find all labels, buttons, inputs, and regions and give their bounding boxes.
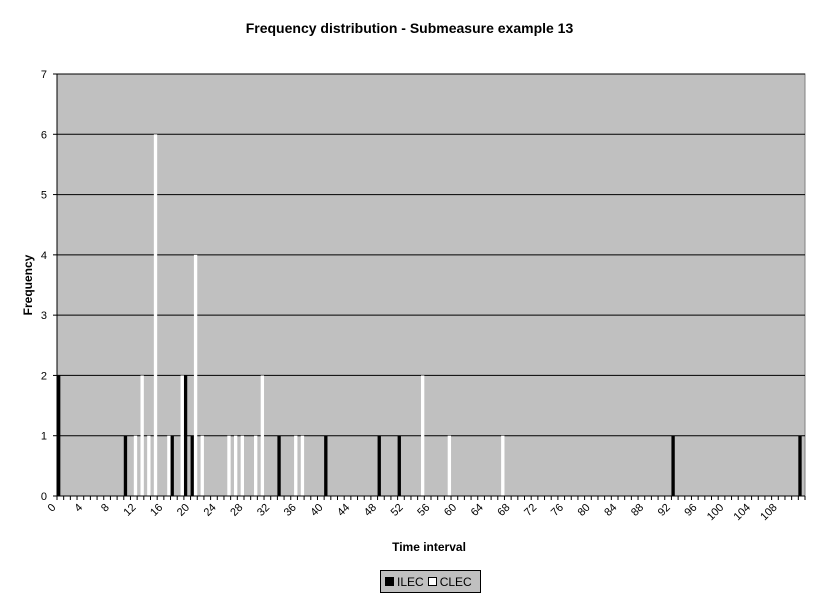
bar-clec	[294, 435, 298, 496]
bar-ilec	[377, 435, 381, 496]
y-tick-label: 5	[41, 190, 47, 202]
x-tick-label: 16	[148, 502, 165, 519]
bar-clec	[447, 435, 452, 496]
bar-clec	[501, 435, 505, 496]
bar-clec	[300, 435, 305, 496]
legend-item-ilec: ILEC	[385, 575, 424, 589]
bar-clec	[153, 134, 158, 497]
x-tick-label: 52	[389, 502, 406, 519]
bar-ilec	[397, 435, 401, 496]
x-tick-label: 84	[602, 502, 619, 519]
x-tick-label: 100	[705, 502, 726, 523]
bar-clec	[133, 435, 138, 496]
x-tick-label: 108	[758, 502, 779, 523]
x-tick-label: 40	[308, 502, 325, 519]
bar-ilec	[170, 435, 174, 496]
legend-label-ilec: ILEC	[397, 574, 424, 589]
bar-ilec	[183, 375, 188, 496]
bar-ilec	[277, 435, 281, 496]
x-tick-label: 12	[121, 502, 138, 519]
x-tick-label: 48	[362, 502, 379, 519]
chart-title: Frequency distribution - Submeasure exam…	[245, 20, 574, 36]
bar-clec	[420, 375, 425, 496]
x-tick-label: 64	[469, 502, 486, 519]
x-tick-label: 32	[255, 502, 272, 519]
x-tick-label: 8	[99, 502, 112, 515]
x-tick-label: 104	[732, 502, 753, 523]
bar-clec	[254, 435, 258, 496]
x-tick-label: 4	[72, 502, 85, 515]
bar-clec	[233, 435, 238, 496]
x-tick-label: 76	[549, 502, 566, 519]
bar-ilec	[324, 435, 328, 496]
bar-clec	[200, 435, 204, 496]
legend: ILEC CLEC	[380, 570, 481, 593]
legend-label-clec: CLEC	[439, 574, 472, 589]
x-axis-title: Time interval	[392, 540, 466, 554]
y-tick-label: 3	[41, 310, 47, 322]
x-tick-label: 44	[335, 502, 352, 519]
y-tick-label: 4	[41, 250, 47, 262]
grid-layer	[57, 73, 805, 437]
plot-area	[56, 73, 806, 497]
bar-clec	[147, 435, 151, 496]
y-tick-label: 0	[41, 491, 47, 503]
legend-swatch-clec	[427, 577, 437, 586]
legend-item-clec: CLEC	[427, 574, 472, 589]
bar-ilec	[190, 435, 194, 496]
legend-swatch-ilec	[385, 577, 394, 586]
x-tick-label: 92	[656, 502, 673, 519]
y-tick-label: 6	[41, 129, 47, 141]
bar-clec	[260, 375, 265, 496]
bar-clec	[227, 435, 231, 496]
bar-ilec	[123, 435, 128, 496]
x-tick-label: 0	[46, 502, 59, 515]
x-tick-label: 96	[682, 502, 699, 519]
bar-clec	[167, 435, 171, 496]
y-axis-title: Frequency	[21, 254, 35, 315]
bar-clec	[240, 435, 244, 496]
x-tick-label: 36	[282, 502, 299, 519]
bar-ilec	[671, 435, 675, 496]
x-tick-label: 88	[629, 502, 646, 519]
x-tick-label: 72	[522, 502, 539, 519]
bar-layer	[57, 134, 802, 497]
y-tick-label: 7	[41, 69, 47, 81]
bar-ilec	[57, 375, 61, 496]
x-tick-label: 68	[495, 502, 512, 519]
x-tick-label: 24	[202, 502, 219, 519]
x-tick-label: 28	[228, 502, 245, 519]
x-tick-label: 56	[415, 502, 432, 519]
y-tick-label: 1	[41, 431, 47, 443]
x-tick-label: 80	[576, 502, 593, 519]
bar-ilec	[798, 435, 802, 496]
x-tick-label: 60	[442, 502, 459, 519]
bar-clec	[180, 375, 184, 496]
x-tick-label: 20	[175, 502, 192, 519]
bar-clec	[140, 375, 144, 496]
y-tick-label: 2	[41, 370, 47, 382]
bar-clec	[193, 254, 198, 496]
